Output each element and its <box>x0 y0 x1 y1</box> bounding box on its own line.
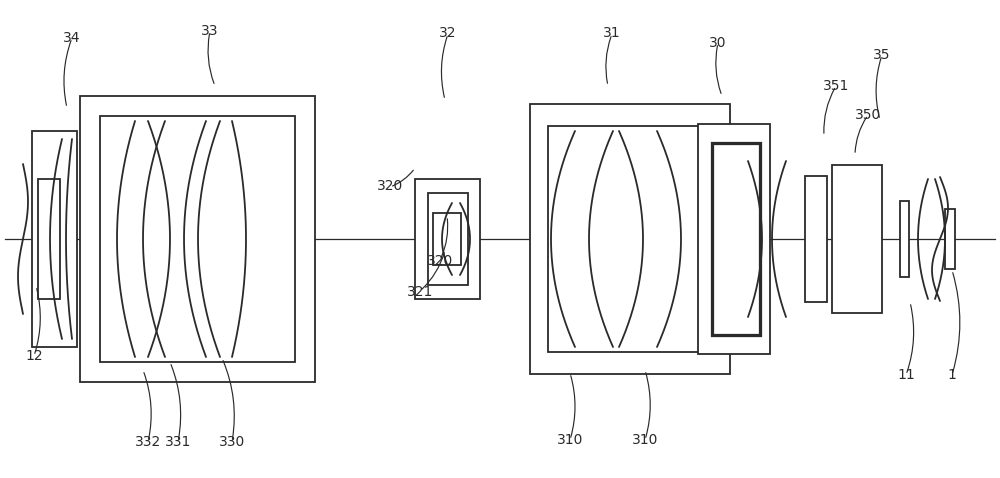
Text: 331: 331 <box>165 435 191 449</box>
Bar <box>548 126 711 352</box>
Text: 310: 310 <box>632 433 658 447</box>
Text: 321: 321 <box>407 284 433 299</box>
Bar <box>428 193 468 285</box>
Bar <box>832 165 882 313</box>
Text: 351: 351 <box>823 79 849 93</box>
Bar <box>805 176 827 302</box>
Bar <box>433 213 461 265</box>
Text: 33: 33 <box>201 24 219 38</box>
Text: 350: 350 <box>855 108 881 122</box>
Text: 320: 320 <box>377 179 403 194</box>
Text: 11: 11 <box>897 368 915 382</box>
Text: 30: 30 <box>709 36 727 50</box>
Text: 35: 35 <box>873 48 891 62</box>
Bar <box>945 209 955 269</box>
Bar <box>32 131 77 347</box>
Text: 12: 12 <box>25 349 43 363</box>
Bar <box>712 143 760 335</box>
Text: 31: 31 <box>603 26 621 41</box>
Text: 320: 320 <box>427 253 453 268</box>
Bar <box>698 124 770 354</box>
Text: 330: 330 <box>219 435 245 449</box>
Bar <box>38 179 60 299</box>
Bar <box>530 104 730 374</box>
Bar <box>80 96 315 382</box>
Bar <box>100 116 295 362</box>
Bar <box>900 201 909 277</box>
Text: 310: 310 <box>557 433 583 447</box>
Text: 332: 332 <box>135 435 161 449</box>
Text: 34: 34 <box>63 31 81 45</box>
Text: 32: 32 <box>439 26 457 41</box>
Bar <box>415 179 480 299</box>
Text: 1: 1 <box>948 368 956 382</box>
